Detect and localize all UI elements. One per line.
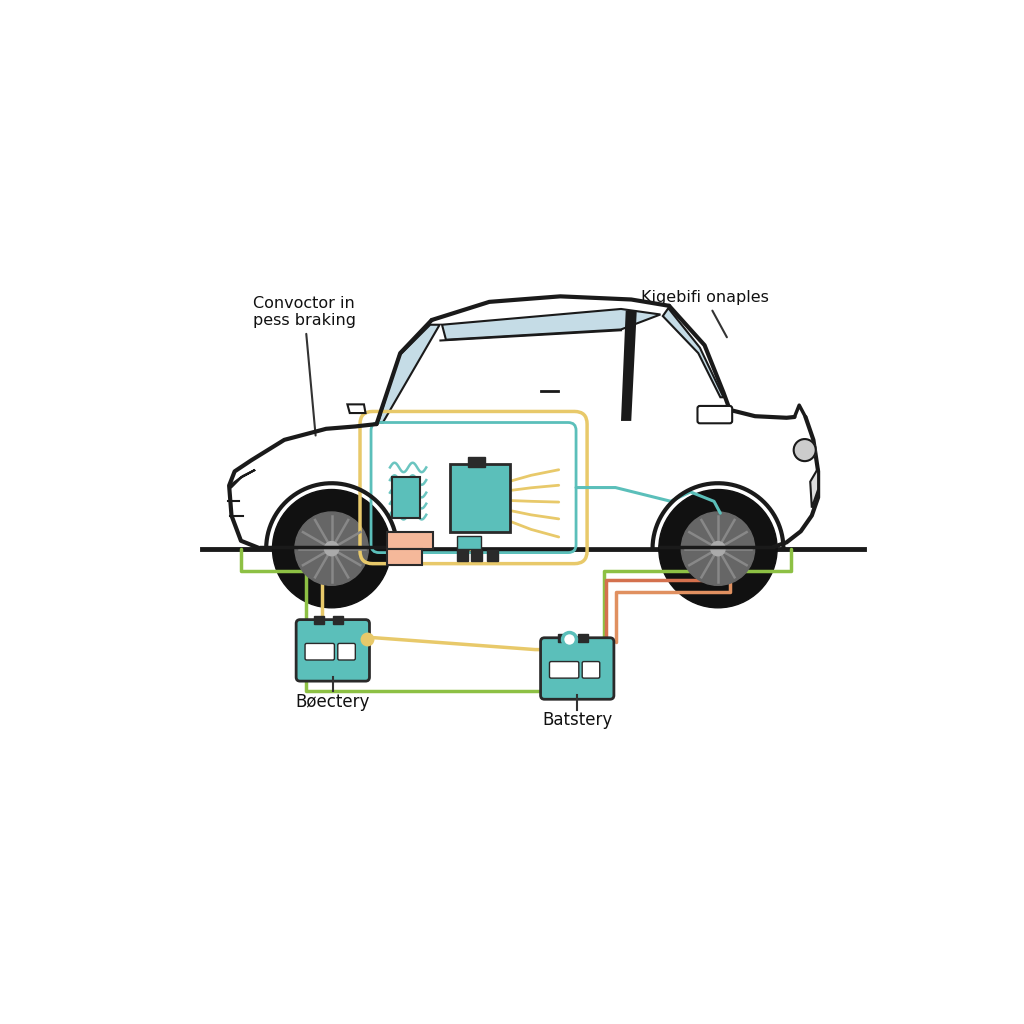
FancyBboxPatch shape: [457, 550, 468, 561]
Text: Batstery: Batstery: [542, 711, 612, 729]
Circle shape: [658, 489, 777, 608]
Polygon shape: [442, 309, 660, 340]
FancyBboxPatch shape: [487, 550, 498, 561]
FancyBboxPatch shape: [338, 643, 355, 660]
Polygon shape: [663, 308, 724, 397]
Polygon shape: [810, 468, 818, 508]
Text: Kigebifi onaples: Kigebifi onaples: [641, 291, 769, 337]
Text: Bøectery: Bøectery: [296, 693, 370, 711]
Polygon shape: [230, 470, 255, 487]
Circle shape: [681, 512, 755, 586]
Circle shape: [711, 542, 725, 556]
FancyBboxPatch shape: [334, 615, 343, 625]
FancyBboxPatch shape: [296, 620, 370, 681]
FancyBboxPatch shape: [697, 406, 732, 423]
FancyBboxPatch shape: [578, 634, 588, 642]
FancyBboxPatch shape: [471, 550, 482, 561]
Polygon shape: [621, 310, 637, 421]
Circle shape: [794, 439, 816, 461]
FancyBboxPatch shape: [305, 643, 335, 660]
Polygon shape: [378, 325, 439, 423]
Polygon shape: [347, 404, 366, 413]
FancyBboxPatch shape: [387, 532, 433, 550]
FancyBboxPatch shape: [550, 662, 579, 678]
FancyBboxPatch shape: [468, 457, 485, 467]
FancyBboxPatch shape: [313, 615, 324, 625]
Text: Convoctor in
pess braking: Convoctor in pess braking: [253, 296, 355, 435]
FancyBboxPatch shape: [541, 638, 614, 699]
Polygon shape: [229, 298, 818, 549]
FancyBboxPatch shape: [450, 464, 510, 532]
Circle shape: [325, 542, 339, 556]
FancyBboxPatch shape: [583, 662, 600, 678]
FancyBboxPatch shape: [457, 536, 480, 549]
Circle shape: [272, 489, 391, 608]
FancyBboxPatch shape: [391, 477, 420, 518]
FancyBboxPatch shape: [387, 550, 422, 565]
FancyBboxPatch shape: [558, 634, 568, 642]
Circle shape: [295, 512, 369, 586]
